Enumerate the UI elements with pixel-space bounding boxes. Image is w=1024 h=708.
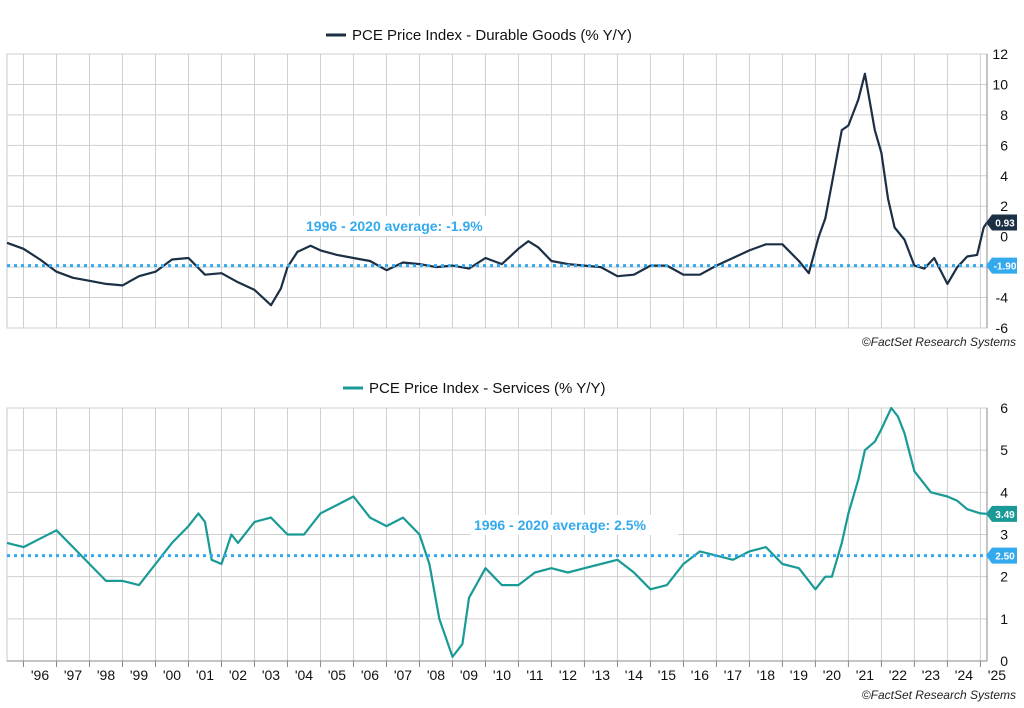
durable-ytick-label: 8 [1000,107,1008,123]
services-chart-title: PCE Price Index - Services (% Y/Y) [369,380,605,397]
services-ytick-label: 5 [1000,442,1008,458]
x-tick-label: '98 [97,667,115,683]
bottom-chart-grid [6,407,988,662]
x-tick-label: '17 [724,667,742,683]
x-tick-label: '06 [361,667,379,683]
x-tick-label: '99 [130,667,148,683]
services-ytick-label: 6 [1000,400,1008,416]
durable-ytick-label: -6 [996,320,1009,336]
x-tick-label: '96 [31,667,49,683]
x-tick-label: '24 [955,667,973,683]
durable-series-group [6,72,988,307]
x-tick-label: '15 [658,667,676,683]
services-credit: ©FactSet Research Systems [862,688,1016,702]
x-tick-label: '10 [493,667,511,683]
x-tick-label: '04 [295,667,313,683]
top-chart-grid [6,53,988,329]
x-tick-label: '08 [427,667,445,683]
services-ytick-label: 4 [1000,484,1008,500]
x-tick-label: '00 [163,667,181,683]
x-tick-label: '18 [757,667,775,683]
x-tick-label: '25 [988,667,1006,683]
services-ytick-label: 0 [1000,653,1008,669]
durable-last-value-tag-label: -1.90 [994,262,1017,273]
services-average-annotation: 1996 - 2020 average: 2.5% [474,517,647,533]
durable-ytick-label: 2 [1000,198,1008,214]
x-tick-label: '07 [394,667,412,683]
durable-average-annotation-bg [302,216,516,236]
services-last-value-tag: 2.50 [986,547,1017,564]
x-tick-label: '97 [64,667,82,683]
durable-last-value-tag: -1.90 [986,257,1017,274]
x-tick-label: '13 [592,667,610,683]
x-tick-label: '11 [526,667,543,683]
x-tick-label: '03 [262,667,280,683]
services-series-group [6,406,988,658]
x-tick-label: '22 [889,667,907,683]
durable-ytick-label: 6 [1000,137,1008,153]
x-tick-label: '21 [856,667,874,683]
services-last-value-tag: 3.49 [986,505,1017,522]
durable-credit: ©FactSet Research Systems [862,335,1016,349]
durable-ytick-label: 12 [992,46,1008,62]
services-ytick-label: 3 [1000,527,1008,543]
x-tick-label: '05 [328,667,346,683]
x-tick-label: '01 [196,667,214,683]
services-last-value-tag-label: 3.49 [995,510,1015,521]
durable-last-value-tag-bg [986,214,1017,231]
durable-last-value-tag-bg [986,257,1017,274]
x-tick-label: '16 [691,667,709,683]
x-tick-label: '14 [625,667,643,683]
services-ytick-label: 2 [1000,569,1008,585]
durable-plot-frame [6,53,988,329]
durable-chart-title: PCE Price Index - Durable Goods (% Y/Y) [352,27,632,44]
x-tick-label: '23 [922,667,940,683]
durable-ytick-label: -4 [996,290,1009,306]
x-tick-label: '02 [229,667,247,683]
durable-ytick-label: 10 [992,76,1008,92]
x-tick-label: '19 [790,667,808,683]
durable-series-line [6,72,988,307]
services-ytick-label: 1 [1000,611,1008,627]
durable-average-annotation: 1996 - 2020 average: -1.9% [306,218,483,234]
year-x-axis: '96 '97 '98 '99 '00 '01 '02 '03 '04 '05 '06 '07 '08 '… [7,660,1006,683]
x-tick-label: '20 [823,667,841,683]
durable-ytick-label: 0 [1000,229,1008,245]
services-series-line [6,406,988,658]
services-last-value-tag-label: 2.50 [995,552,1015,563]
services-average-annotation-bg [470,515,678,535]
last-value-tags: 0.93 -1.90 3.49 2.50 [986,214,1017,564]
x-tick-label: '12 [559,667,577,683]
durable-last-value-tag: 0.93 [986,214,1017,231]
x-tick-label: '09 [460,667,478,683]
durable-ytick-label: 4 [1000,168,1008,184]
services-last-value-tag-bg [986,547,1017,564]
durable-last-value-tag-label: 0.93 [995,219,1015,230]
services-last-value-tag-bg [986,505,1017,522]
services-y-axis: 6 5 4 3 2 1 0 [986,400,1008,669]
